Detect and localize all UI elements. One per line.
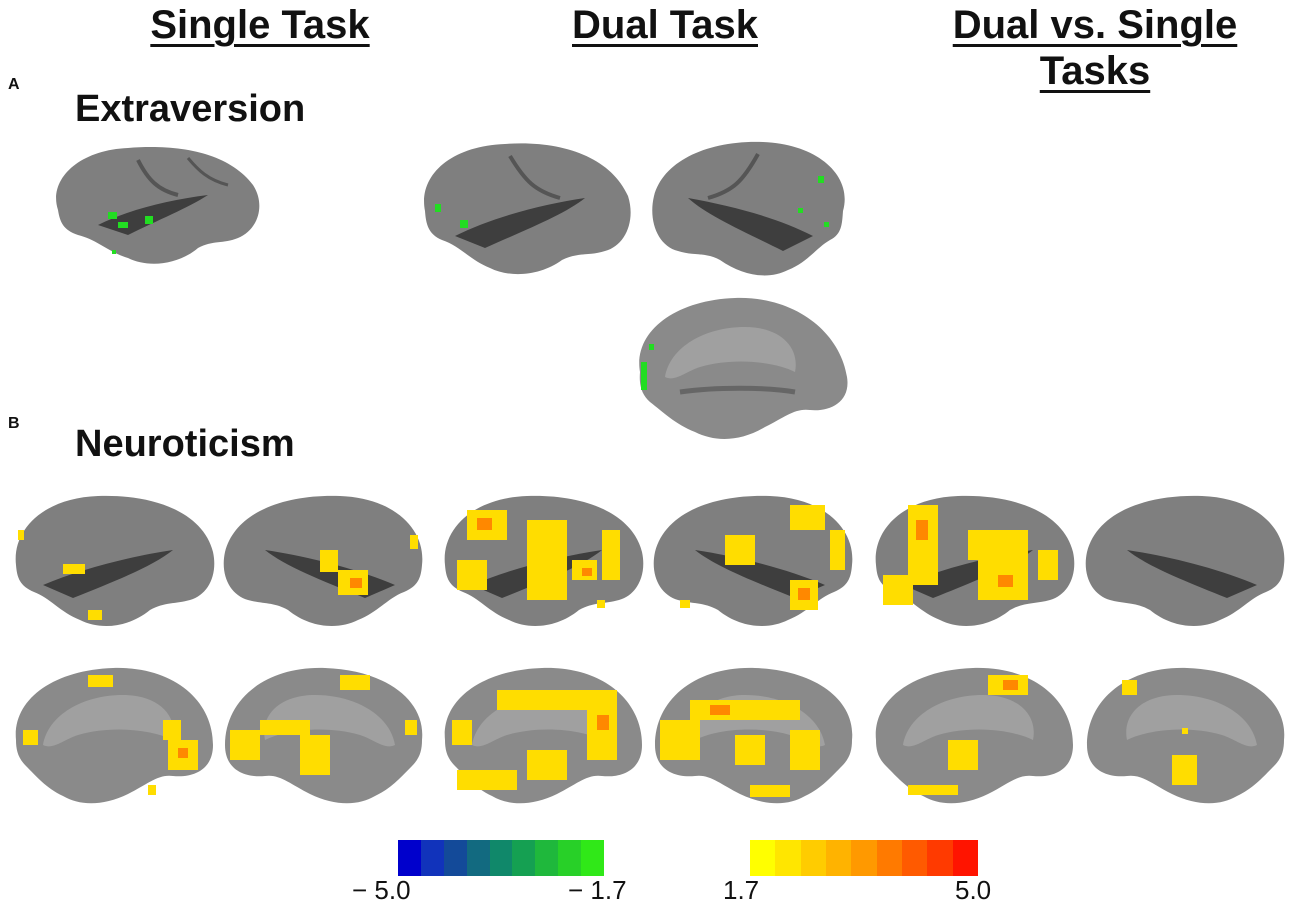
panel-b-letter: B: [8, 415, 20, 432]
brain-neuroticism-dual-lateral-left: [444, 495, 644, 626]
brain-neuroticism-dual-vs-single-lateral-right: [1085, 495, 1285, 626]
brain-extraversion-dual-lateral-left: [424, 143, 631, 275]
brain-extraversion-single-lateral: [56, 147, 260, 264]
colorbar-negative-min-label: − 5.0: [352, 875, 411, 905]
colorbar-positive-segment-2: [775, 840, 801, 876]
column-header-dual-vs-single-line2: Tasks: [1039, 49, 1151, 93]
colorbar-negative-segment-2: [420, 840, 444, 876]
colorbar-positive-segment-8: [927, 840, 953, 876]
colorbar-positive-segment-4: [825, 840, 852, 876]
brain-extraversion-dual-lateral-right: [652, 141, 845, 276]
panel-a-letter: A: [8, 76, 20, 93]
colorbar-negative-segment-4: [466, 840, 490, 876]
brain-neuroticism-single-medial-right: [225, 667, 423, 804]
panel-b-title: Neuroticism: [75, 423, 295, 465]
brain-neuroticism-dual-vs-single-medial-right: [1087, 667, 1285, 804]
colorbar-negative-segment-9: [581, 840, 605, 876]
brain-neuroticism-single-medial-left: [15, 667, 214, 804]
column-header-dual-vs-single: Dual vs. Single Tasks: [920, 2, 1270, 94]
column-header-single-task: Single Task: [150, 3, 370, 47]
brain-neuroticism-single-lateral-right: [223, 495, 423, 626]
brain-neuroticism-dual-medial-left: [444, 667, 642, 804]
colorbar-positive-max-label: 5.0: [955, 875, 992, 905]
colorbar-positive-min-label: 1.7: [723, 875, 760, 905]
colorbar-positive-segment-5: [851, 840, 877, 876]
colorbar-positive-segment-1: [750, 840, 776, 876]
panel-a-title: Extraversion: [75, 88, 306, 130]
colorbar-positive-segment-9: [952, 840, 978, 876]
colorbar-negative-segment-5: [489, 840, 513, 876]
colorbar-positive: [750, 840, 978, 876]
colorbar-negative-segment-3: [443, 840, 467, 876]
colorbar-negative-segment-7: [535, 840, 559, 876]
column-header-dual-vs-single-line1: Dual vs. Single: [952, 3, 1238, 47]
colorbar-negative-max-label: − 1.7: [568, 875, 627, 905]
brain-neuroticism-dual-vs-single-lateral-left: [875, 495, 1075, 626]
brain-neuroticism-dual-medial-right: [655, 667, 853, 804]
colorbar-positive-segment-6: [876, 840, 902, 876]
column-header-dual-task: Dual Task: [572, 3, 758, 47]
colorbar-negative-segment-8: [558, 840, 582, 876]
brain-neuroticism-single-lateral-left: [15, 495, 215, 626]
colorbar-positive-segment-3: [800, 840, 826, 876]
colorbar-positive-segment-7: [901, 840, 928, 876]
brain-extraversion-dual-medial: [639, 297, 848, 439]
colorbar-negative-segment-6: [512, 840, 536, 876]
brain-neuroticism-dual-lateral-right: [653, 495, 853, 626]
colorbar-negative-segment-1: [398, 840, 421, 876]
brain-neuroticism-dual-vs-single-medial-left: [875, 667, 1073, 804]
colorbar-negative: [398, 840, 605, 876]
